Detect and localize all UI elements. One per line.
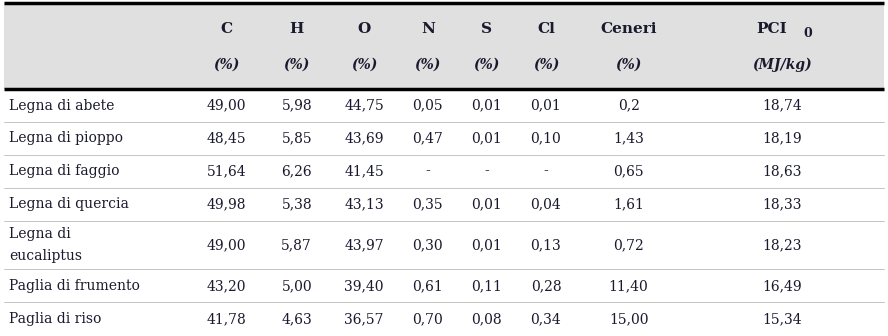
Text: 0,10: 0,10 xyxy=(531,131,561,145)
Text: 0,01: 0,01 xyxy=(472,131,502,145)
Text: 43,20: 43,20 xyxy=(207,279,246,293)
Text: -: - xyxy=(484,164,489,178)
Text: Legna di: Legna di xyxy=(9,227,71,241)
Text: 48,45: 48,45 xyxy=(207,131,246,145)
Text: Legna di quercia: Legna di quercia xyxy=(9,197,129,211)
Text: Legna di faggio: Legna di faggio xyxy=(9,164,119,178)
Text: 16,49: 16,49 xyxy=(763,279,802,293)
Text: 49,00: 49,00 xyxy=(207,238,246,252)
Text: eucaliptus: eucaliptus xyxy=(9,249,82,263)
Text: (%): (%) xyxy=(213,58,240,72)
Text: 43,69: 43,69 xyxy=(345,131,384,145)
Text: 0,01: 0,01 xyxy=(472,197,502,211)
Text: 0,13: 0,13 xyxy=(531,238,561,252)
Text: (%): (%) xyxy=(473,58,500,72)
Text: 0,01: 0,01 xyxy=(472,98,502,113)
Text: 0,34: 0,34 xyxy=(531,312,561,326)
Text: (MJ/kg): (MJ/kg) xyxy=(753,58,813,72)
Text: -: - xyxy=(543,164,549,178)
Text: 0,08: 0,08 xyxy=(472,312,502,326)
Text: (%): (%) xyxy=(533,58,559,72)
Text: (%): (%) xyxy=(415,58,441,72)
Text: 0,01: 0,01 xyxy=(472,238,502,252)
Text: 36,57: 36,57 xyxy=(345,312,384,326)
Text: 0,01: 0,01 xyxy=(531,98,561,113)
Text: 49,00: 49,00 xyxy=(207,98,246,113)
Text: 43,13: 43,13 xyxy=(345,197,384,211)
Text: 18,63: 18,63 xyxy=(763,164,802,178)
Text: 0,61: 0,61 xyxy=(412,279,443,293)
Text: 15,34: 15,34 xyxy=(763,312,802,326)
Text: 0,28: 0,28 xyxy=(531,279,561,293)
Text: PCI: PCI xyxy=(757,22,787,36)
Text: 51,64: 51,64 xyxy=(207,164,246,178)
Text: Legna di abete: Legna di abete xyxy=(9,98,115,113)
Text: S: S xyxy=(481,22,492,36)
Text: 0,11: 0,11 xyxy=(472,279,502,293)
Text: C: C xyxy=(220,22,233,36)
Text: 39,40: 39,40 xyxy=(345,279,384,293)
Text: 4,63: 4,63 xyxy=(281,312,312,326)
Text: 0,72: 0,72 xyxy=(614,238,644,252)
Text: O: O xyxy=(357,22,370,36)
Text: 18,23: 18,23 xyxy=(763,238,802,252)
Text: 0,47: 0,47 xyxy=(412,131,443,145)
Text: Paglia di frumento: Paglia di frumento xyxy=(9,279,139,293)
Text: 5,85: 5,85 xyxy=(281,131,312,145)
Text: 11,40: 11,40 xyxy=(609,279,648,293)
Text: 5,38: 5,38 xyxy=(281,197,312,211)
Text: Cl: Cl xyxy=(537,22,555,36)
Text: H: H xyxy=(289,22,304,36)
Text: 0,2: 0,2 xyxy=(618,98,639,113)
Text: 6,26: 6,26 xyxy=(281,164,312,178)
Text: 5,98: 5,98 xyxy=(281,98,312,113)
Text: 44,75: 44,75 xyxy=(345,98,384,113)
Text: (%): (%) xyxy=(615,58,642,72)
Text: 15,00: 15,00 xyxy=(609,312,648,326)
Text: 0,70: 0,70 xyxy=(412,312,443,326)
Text: (%): (%) xyxy=(351,58,377,72)
Text: 0,65: 0,65 xyxy=(614,164,644,178)
Text: N: N xyxy=(421,22,434,36)
Text: Paglia di riso: Paglia di riso xyxy=(9,312,101,326)
Text: Legna di pioppo: Legna di pioppo xyxy=(9,131,123,145)
Text: Ceneri: Ceneri xyxy=(600,22,657,36)
Text: (%): (%) xyxy=(283,58,310,72)
Text: 1,43: 1,43 xyxy=(614,131,644,145)
Text: 41,45: 41,45 xyxy=(345,164,384,178)
Text: 49,98: 49,98 xyxy=(207,197,246,211)
Text: 0,05: 0,05 xyxy=(412,98,443,113)
Text: 18,74: 18,74 xyxy=(763,98,803,113)
Text: 0,35: 0,35 xyxy=(412,197,443,211)
Text: 18,19: 18,19 xyxy=(763,131,802,145)
Text: 0: 0 xyxy=(803,27,812,40)
Text: 18,33: 18,33 xyxy=(763,197,802,211)
Text: 1,61: 1,61 xyxy=(614,197,644,211)
Text: 5,87: 5,87 xyxy=(281,238,312,252)
Text: 5,00: 5,00 xyxy=(281,279,312,293)
Text: 0,30: 0,30 xyxy=(412,238,443,252)
Text: 43,97: 43,97 xyxy=(345,238,384,252)
Text: 41,78: 41,78 xyxy=(207,312,246,326)
Text: -: - xyxy=(425,164,430,178)
Text: 0,04: 0,04 xyxy=(531,197,561,211)
Bar xyxy=(4,3,884,89)
